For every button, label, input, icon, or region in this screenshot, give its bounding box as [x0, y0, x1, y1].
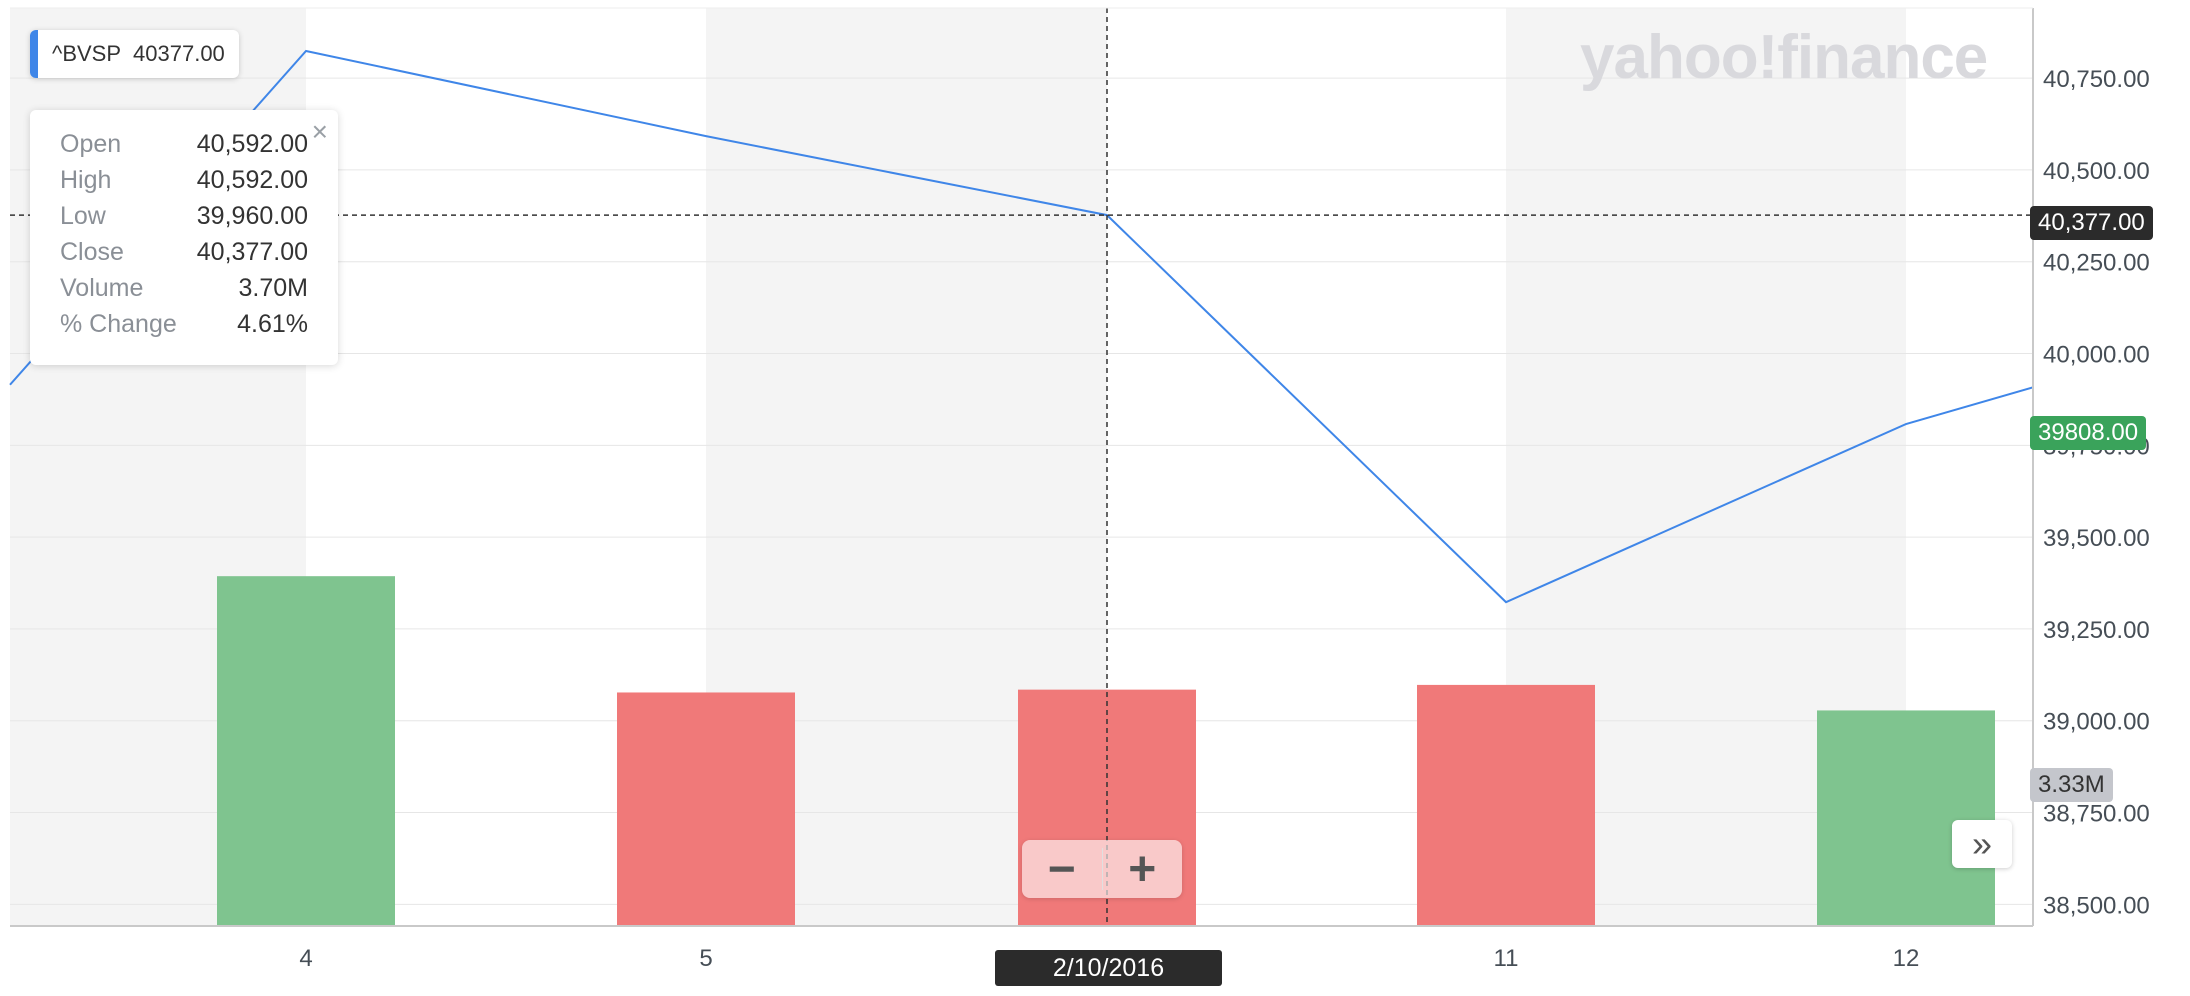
tooltip-key: Open — [60, 130, 122, 158]
yahoo-finance-watermark: yahoo!finance — [1580, 23, 1988, 92]
scroll-forward-button[interactable]: » — [1952, 820, 2012, 868]
y-tick-label: 39,500.00 — [2043, 525, 2150, 552]
volume-bar — [617, 692, 795, 926]
volume-bar — [1817, 710, 1995, 926]
y-tick-label: 40,250.00 — [2043, 250, 2150, 277]
x-tick-label: 4 — [299, 945, 312, 972]
tooltip-row: Open 40,592.00 — [60, 130, 308, 166]
y-tick-label: 40,500.00 — [2043, 158, 2150, 185]
y-tick-label: 38,500.00 — [2043, 892, 2150, 919]
tooltip-row: Volume 3.70M — [60, 274, 308, 310]
x-tick-label: 12 — [1893, 945, 1920, 972]
x-tick-label: 11 — [1494, 945, 1519, 972]
tooltip-key: High — [60, 166, 112, 194]
tooltip-key: Volume — [60, 274, 144, 302]
tooltip-key: Low — [60, 202, 106, 230]
y-tick-label: 40,000.00 — [2043, 342, 2150, 369]
last-price-label: 39808.00 — [2030, 416, 2147, 450]
tooltip-row: Close 40,377.00 — [60, 238, 308, 274]
series-color-marker — [30, 30, 38, 78]
zoom-out-button[interactable]: − — [1047, 842, 1076, 896]
tooltip-row: Low 39,960.00 — [60, 202, 308, 238]
series-value: 40377.00 — [133, 41, 225, 66]
tooltip-value: 40,592.00 — [196, 130, 308, 158]
crosshair-date-label: 2/10/2016 — [995, 950, 1222, 986]
ohlc-tooltip: × Open 40,592.00 High 40,592.00 Low 39,960.00… — [30, 110, 338, 365]
tooltip-row: % Change 4.61% — [60, 310, 308, 346]
tooltip-value: 4.61% — [237, 310, 308, 338]
tooltip-row: High 40,592.00 — [60, 166, 308, 202]
y-tick-label: 38,750.00 — [2043, 801, 2150, 828]
volume-label: 3.33M — [2030, 768, 2113, 802]
zoom-divider — [1101, 848, 1103, 890]
y-tick-label: 40,750.00 — [2043, 66, 2150, 93]
tooltip-key: % Change — [60, 310, 177, 338]
y-tick-label: 39,250.00 — [2043, 617, 2150, 644]
x-tick-label: 5 — [699, 945, 712, 972]
close-icon[interactable]: × — [311, 116, 328, 147]
volume-bar — [217, 576, 395, 926]
tooltip-key: Close — [60, 238, 124, 266]
series-legend-chip[interactable]: ^BVSP 40377.00 — [30, 30, 239, 78]
series-symbol: ^BVSP — [52, 41, 122, 66]
tooltip-value: 39,960.00 — [196, 202, 308, 230]
zoom-controls: − + — [1022, 840, 1182, 898]
tooltip-value: 3.70M — [238, 274, 308, 302]
zoom-in-button[interactable]: + — [1128, 842, 1157, 896]
tooltip-value: 40,592.00 — [196, 166, 308, 194]
volume-bar — [1417, 684, 1595, 926]
y-tick-label: 39,000.00 — [2043, 709, 2150, 736]
tooltip-value: 40,377.00 — [196, 238, 308, 266]
crosshair-price-label: 40,377.00 — [2030, 206, 2153, 240]
